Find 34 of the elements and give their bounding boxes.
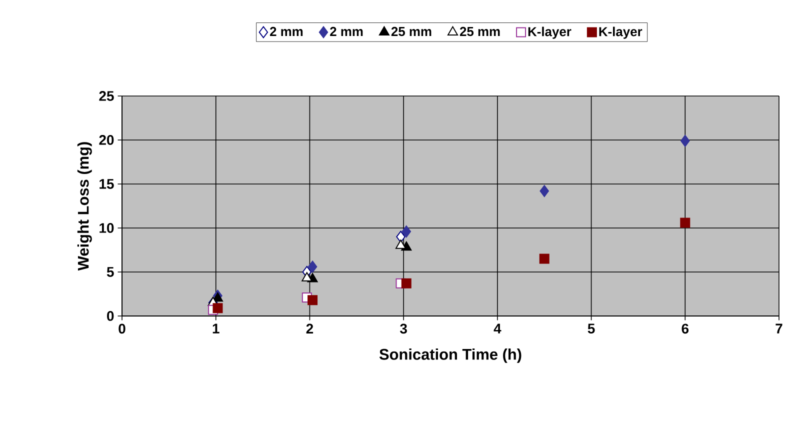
point bbox=[212, 303, 223, 314]
point bbox=[308, 260, 318, 273]
point bbox=[539, 254, 550, 264]
x-tick-label: 7 bbox=[776, 324, 782, 334]
x-tick-label: 1 bbox=[212, 324, 220, 334]
y-tick-label: 25 bbox=[99, 91, 114, 101]
point bbox=[395, 240, 406, 249]
point bbox=[302, 272, 312, 282]
point bbox=[308, 295, 318, 306]
y-tick-label: 0 bbox=[107, 311, 114, 321]
point bbox=[680, 218, 690, 228]
y-tick-label: 10 bbox=[100, 223, 114, 233]
point bbox=[402, 226, 412, 238]
x-tick-label: 2 bbox=[306, 324, 314, 334]
point bbox=[396, 230, 406, 243]
x-axis-title: Sonication Time (h) bbox=[379, 348, 522, 363]
legend-label: 25 mm bbox=[391, 26, 432, 36]
y-axis-title: Weight Loss (mg) bbox=[77, 142, 92, 271]
y-tick-label: 5 bbox=[106, 267, 114, 277]
legend-label: 2 mm bbox=[270, 26, 303, 36]
x-tick-label: 6 bbox=[682, 324, 689, 334]
y-tick-label: 20 bbox=[99, 135, 114, 145]
point bbox=[680, 134, 690, 147]
x-tick-label: 4 bbox=[494, 324, 502, 334]
y-tick-label: 15 bbox=[100, 179, 114, 189]
legend-label: K-layer bbox=[528, 26, 572, 39]
x-tick-label: 3 bbox=[400, 324, 407, 334]
x-tick-label: 0 bbox=[118, 324, 126, 334]
point bbox=[540, 185, 549, 198]
legend-label: K-layer bbox=[599, 26, 642, 39]
legend-label: 25 mm bbox=[460, 26, 500, 36]
x-tick-label: 5 bbox=[588, 324, 595, 334]
point bbox=[401, 278, 412, 288]
legend-label: 2 mm bbox=[330, 26, 363, 36]
